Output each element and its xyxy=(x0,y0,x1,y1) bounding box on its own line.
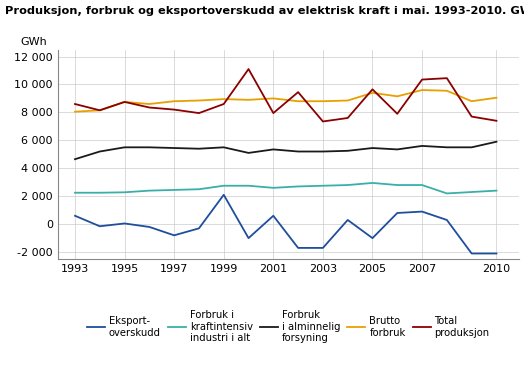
Forbruk
i alminnelig
forsyning xyxy=(295,149,301,154)
Brutto
forbruk xyxy=(468,99,475,104)
Eksport-
overskudd xyxy=(468,251,475,256)
Forbruk i
kraftintensiv
industri i alt xyxy=(96,190,103,195)
Eksport-
overskudd xyxy=(493,251,499,256)
Eksport-
overskudd xyxy=(196,226,202,231)
Forbruk i
kraftintensiv
industri i alt xyxy=(493,188,499,193)
Forbruk i
kraftintensiv
industri i alt xyxy=(122,190,128,195)
Eksport-
overskudd xyxy=(171,233,177,238)
Eksport-
overskudd xyxy=(369,236,376,240)
Line: Eksport-
overskudd: Eksport- overskudd xyxy=(75,195,496,253)
Eksport-
overskudd xyxy=(320,246,326,250)
Line: Total
produksjon: Total produksjon xyxy=(75,69,496,122)
Brutto
forbruk xyxy=(146,102,152,106)
Forbruk
i alminnelig
forsyning xyxy=(245,150,252,155)
Forbruk i
kraftintensiv
industri i alt xyxy=(146,188,152,193)
Brutto
forbruk xyxy=(320,99,326,104)
Total
produksjon xyxy=(394,112,400,116)
Eksport-
overskudd xyxy=(245,236,252,240)
Total
produksjon xyxy=(468,114,475,119)
Forbruk i
kraftintensiv
industri i alt xyxy=(196,187,202,192)
Total
produksjon xyxy=(96,108,103,113)
Brutto
forbruk xyxy=(394,94,400,99)
Line: Forbruk i
kraftintensiv
industri i alt: Forbruk i kraftintensiv industri i alt xyxy=(75,183,496,194)
Forbruk
i alminnelig
forsyning xyxy=(171,146,177,150)
Brutto
forbruk xyxy=(345,98,351,103)
Total
produksjon xyxy=(369,87,376,92)
Eksport-
overskudd xyxy=(221,192,227,197)
Eksport-
overskudd xyxy=(295,246,301,250)
Forbruk i
kraftintensiv
industri i alt xyxy=(171,187,177,192)
Forbruk
i alminnelig
forsyning xyxy=(493,139,499,144)
Total
produksjon xyxy=(320,119,326,124)
Brutto
forbruk xyxy=(171,99,177,104)
Forbruk
i alminnelig
forsyning xyxy=(221,145,227,150)
Total
produksjon xyxy=(295,90,301,94)
Forbruk i
kraftintensiv
industri i alt xyxy=(369,181,376,185)
Total
produksjon xyxy=(270,111,277,115)
Forbruk
i alminnelig
forsyning xyxy=(394,147,400,152)
Total
produksjon xyxy=(146,105,152,110)
Forbruk i
kraftintensiv
industri i alt xyxy=(320,184,326,188)
Forbruk i
kraftintensiv
industri i alt xyxy=(444,191,450,196)
Total
produksjon xyxy=(171,107,177,112)
Forbruk
i alminnelig
forsyning xyxy=(72,157,78,162)
Forbruk
i alminnelig
forsyning xyxy=(419,144,425,148)
Forbruk i
kraftintensiv
industri i alt xyxy=(221,184,227,188)
Brutto
forbruk xyxy=(295,99,301,104)
Total
produksjon xyxy=(493,118,499,123)
Forbruk
i alminnelig
forsyning xyxy=(444,145,450,150)
Total
produksjon xyxy=(444,76,450,80)
Forbruk
i alminnelig
forsyning xyxy=(122,145,128,150)
Eksport-
overskudd xyxy=(122,221,128,226)
Brutto
forbruk xyxy=(196,98,202,103)
Brutto
forbruk xyxy=(444,88,450,93)
Eksport-
overskudd xyxy=(96,224,103,229)
Forbruk i
kraftintensiv
industri i alt xyxy=(295,184,301,189)
Brutto
forbruk xyxy=(122,100,128,104)
Eksport-
overskudd xyxy=(72,213,78,218)
Eksport-
overskudd xyxy=(444,218,450,222)
Line: Forbruk
i alminnelig
forsyning: Forbruk i alminnelig forsyning xyxy=(75,142,496,159)
Total
produksjon xyxy=(221,102,227,106)
Forbruk
i alminnelig
forsyning xyxy=(468,145,475,150)
Brutto
forbruk xyxy=(96,108,103,113)
Forbruk
i alminnelig
forsyning xyxy=(320,149,326,154)
Total
produksjon xyxy=(245,67,252,71)
Forbruk i
kraftintensiv
industri i alt xyxy=(394,183,400,187)
Forbruk
i alminnelig
forsyning xyxy=(146,145,152,150)
Forbruk i
kraftintensiv
industri i alt xyxy=(345,183,351,187)
Text: Produksjon, forbruk og eksportoverskudd av elektrisk kraft i mai. 1993-2010. GWh: Produksjon, forbruk og eksportoverskudd … xyxy=(5,6,524,16)
Brutto
forbruk xyxy=(72,109,78,114)
Legend: Eksport-
overskudd, Forbruk i
kraftintensiv
industri i alt, Forbruk
i alminnelig: Eksport- overskudd, Forbruk i kraftinten… xyxy=(87,310,489,343)
Forbruk i
kraftintensiv
industri i alt xyxy=(245,184,252,188)
Forbruk
i alminnelig
forsyning xyxy=(270,147,277,152)
Eksport-
overskudd xyxy=(419,209,425,214)
Total
produksjon xyxy=(122,100,128,104)
Forbruk
i alminnelig
forsyning xyxy=(369,146,376,150)
Total
produksjon xyxy=(419,77,425,82)
Text: GWh: GWh xyxy=(21,37,48,48)
Forbruk i
kraftintensiv
industri i alt xyxy=(419,183,425,187)
Eksport-
overskudd xyxy=(146,225,152,229)
Total
produksjon xyxy=(196,111,202,115)
Forbruk
i alminnelig
forsyning xyxy=(196,146,202,151)
Brutto
forbruk xyxy=(221,97,227,101)
Eksport-
overskudd xyxy=(345,218,351,222)
Eksport-
overskudd xyxy=(394,211,400,215)
Forbruk i
kraftintensiv
industri i alt xyxy=(468,190,475,194)
Forbruk
i alminnelig
forsyning xyxy=(96,149,103,154)
Total
produksjon xyxy=(72,102,78,106)
Total
produksjon xyxy=(345,116,351,120)
Brutto
forbruk xyxy=(245,98,252,102)
Line: Brutto
forbruk: Brutto forbruk xyxy=(75,90,496,112)
Forbruk i
kraftintensiv
industri i alt xyxy=(72,190,78,195)
Brutto
forbruk xyxy=(419,88,425,92)
Brutto
forbruk xyxy=(493,95,499,100)
Forbruk
i alminnelig
forsyning xyxy=(345,149,351,153)
Brutto
forbruk xyxy=(369,91,376,95)
Eksport-
overskudd xyxy=(270,213,277,218)
Forbruk i
kraftintensiv
industri i alt xyxy=(270,186,277,190)
Brutto
forbruk xyxy=(270,96,277,101)
